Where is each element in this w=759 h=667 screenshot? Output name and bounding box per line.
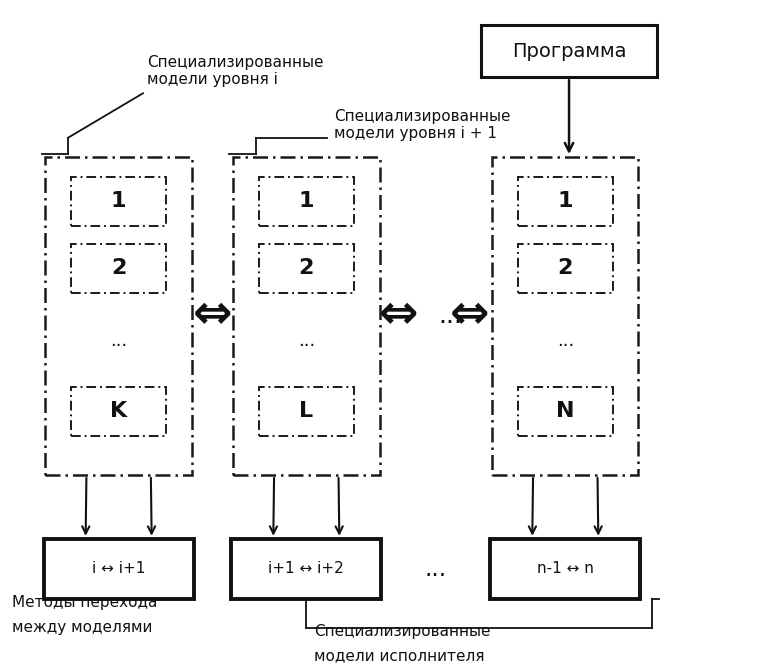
Text: ⇔: ⇔: [193, 293, 232, 338]
Text: N: N: [556, 402, 575, 422]
Text: 2: 2: [111, 258, 126, 278]
Bar: [43, 539, 194, 599]
Text: ⇔: ⇔: [450, 293, 490, 338]
Bar: [259, 177, 354, 226]
Bar: [490, 539, 641, 599]
Text: ...: ...: [425, 557, 447, 581]
Bar: [71, 243, 166, 293]
Text: Специализированные
модели уровня i + 1: Специализированные модели уровня i + 1: [335, 109, 511, 141]
Text: 2: 2: [298, 258, 314, 278]
Bar: [259, 387, 354, 436]
Text: n-1 ↔ n: n-1 ↔ n: [537, 562, 594, 576]
Bar: [46, 157, 192, 475]
Text: ...: ...: [439, 304, 463, 328]
Text: i+1 ↔ i+2: i+1 ↔ i+2: [269, 562, 344, 576]
Bar: [259, 243, 354, 293]
Bar: [481, 25, 657, 77]
Bar: [518, 177, 613, 226]
Text: i ↔ i+1: i ↔ i+1: [92, 562, 145, 576]
Bar: [518, 387, 613, 436]
Bar: [233, 157, 380, 475]
Bar: [231, 539, 381, 599]
Text: 1: 1: [558, 191, 573, 211]
Text: ...: ...: [556, 332, 574, 350]
Text: ...: ...: [110, 332, 128, 350]
Text: K: K: [110, 402, 128, 422]
Text: Программа: Программа: [512, 42, 626, 61]
Bar: [492, 157, 638, 475]
Text: L: L: [299, 402, 313, 422]
Text: Специализированные
модели исполнителя: Специализированные модели исполнителя: [313, 624, 490, 664]
Text: Методы перехода
между моделями: Методы перехода между моделями: [11, 595, 157, 635]
Bar: [71, 177, 166, 226]
Bar: [71, 387, 166, 436]
Text: 1: 1: [111, 191, 127, 211]
Text: ...: ...: [298, 332, 315, 350]
Text: Специализированные
модели уровня i: Специализированные модели уровня i: [146, 55, 323, 87]
Text: 1: 1: [298, 191, 314, 211]
Text: ⇔: ⇔: [379, 293, 418, 338]
Bar: [518, 243, 613, 293]
Text: 2: 2: [558, 258, 573, 278]
